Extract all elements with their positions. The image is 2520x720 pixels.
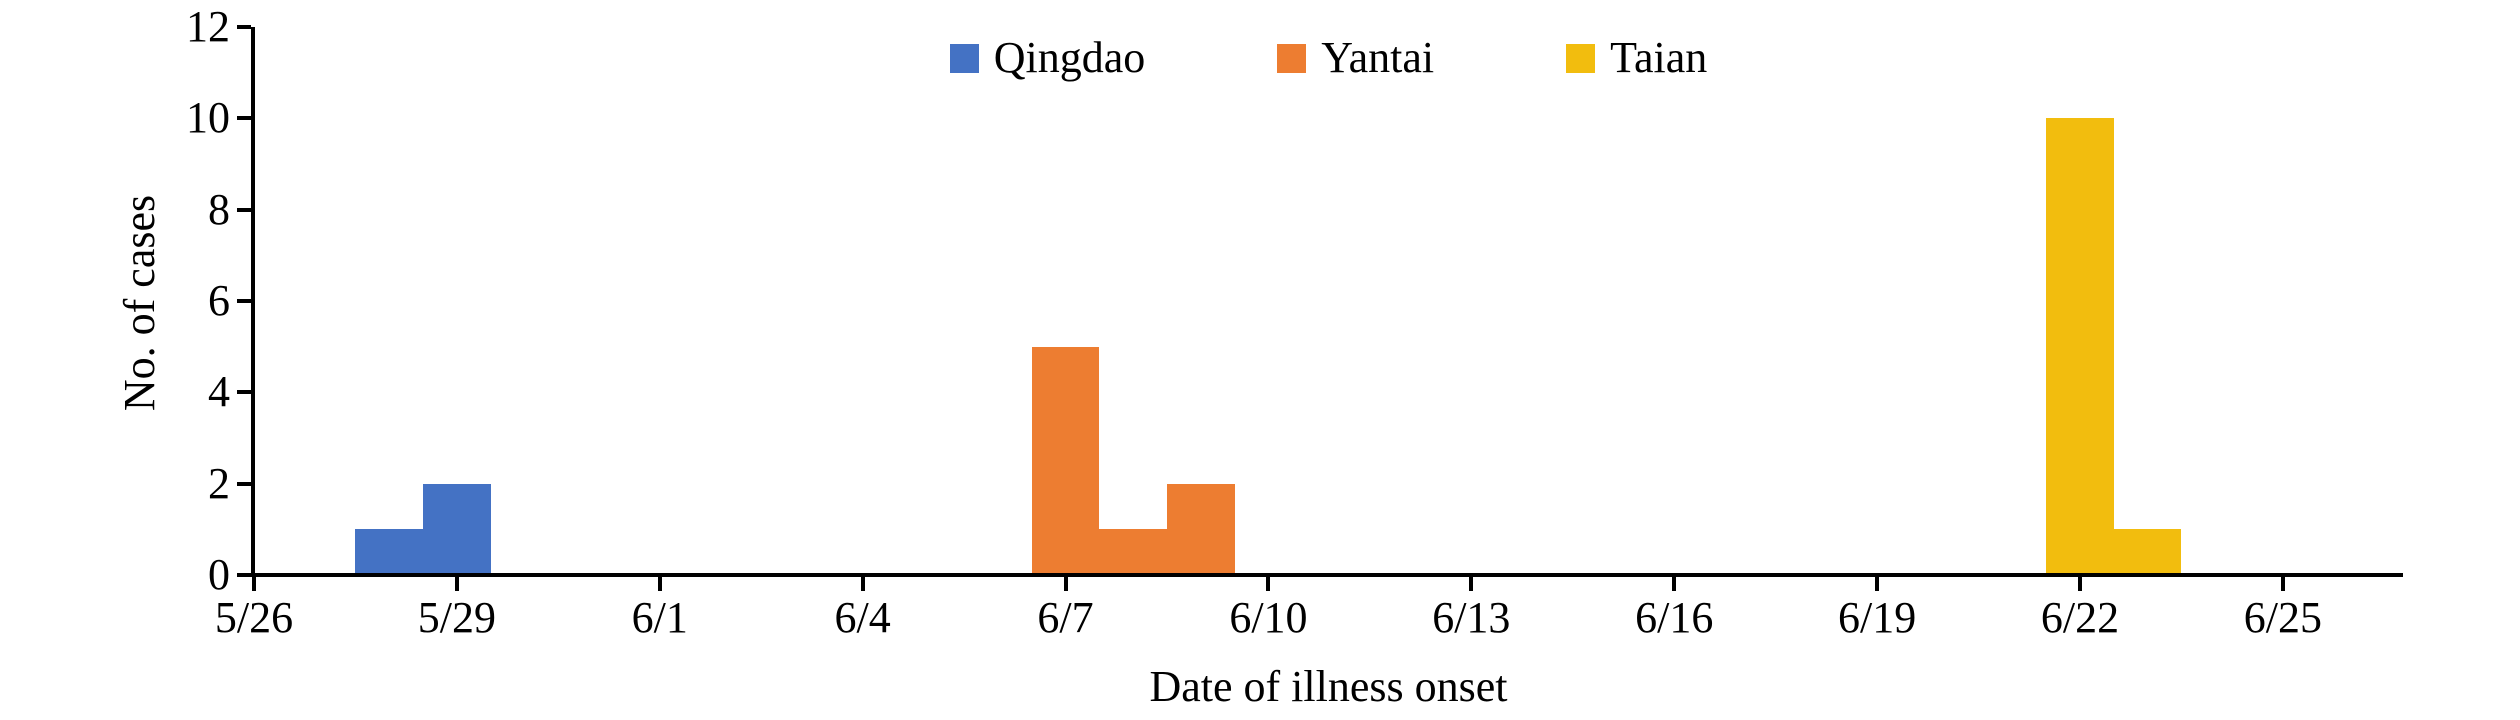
y-tick-10 [237,116,251,121]
legend-label: Yantai [1321,33,1435,82]
x-axis-line [251,573,2403,577]
y-tick-4 [237,390,251,395]
y-tick-label-12: 12 [186,2,230,51]
bar-qingdao-5-29 [423,483,491,575]
bar-qingdao-5-28 [355,529,424,575]
legend-swatch-icon [949,43,979,73]
y-tick-0 [237,573,251,577]
x-tick-label-6-10: 6/10 [1229,593,1308,642]
legend-item-qingdao: Qingdao [949,32,1146,84]
x-tick-label-6-7: 6/7 [1037,593,1094,642]
legend-swatch-icon [1277,43,1307,73]
bar-yantai-6-7 [1031,346,1100,575]
x-tick-label-6-1: 6/1 [631,593,688,642]
x-tick-label-6-22: 6/22 [2040,593,2120,642]
bar-taian-6-22 [2046,118,2114,575]
x-tick-5-26 [252,577,256,591]
y-tick-label-10: 10 [186,93,230,143]
y-axis-title: No. of cases [115,194,164,412]
y-tick-label-8: 8 [208,184,230,234]
y-axis-line [251,27,255,577]
y-tick-label-0: 0 [208,550,230,599]
x-axis-title: Date of illness onset [1149,662,1508,711]
x-tick-label-6-19: 6/19 [1837,593,1917,642]
x-tick-label-6-25: 6/25 [2243,593,2322,642]
x-tick-6-22 [2078,577,2082,591]
bar-yantai-6-9 [1167,483,1235,575]
x-tick-5-29 [454,577,459,591]
legend-label: Taian [1610,33,1708,82]
x-tick-label-5-26: 5/26 [214,593,294,642]
x-tick-6-1 [657,577,662,591]
y-tick-label-2: 2 [208,458,230,508]
x-tick-6-16 [1672,577,1677,591]
x-tick-6-13 [1469,577,1474,591]
y-tick-label-4: 4 [208,367,230,417]
legend-swatch-icon [1566,43,1596,73]
x-tick-6-19 [1875,577,1880,591]
legend-item-taian: Taian [1566,32,1707,84]
x-tick-6-10 [1266,577,1271,591]
y-tick-12 [237,25,251,29]
legend-item-yantai: Yantai [1277,32,1434,84]
x-tick-label-6-13: 6/13 [1432,593,1511,642]
y-tick-2 [237,481,251,486]
y-tick-label-6: 6 [208,276,230,325]
y-tick-8 [237,207,251,212]
x-tick-6-7 [1063,577,1068,591]
x-tick-label-5-29: 5/29 [417,593,496,642]
legend: Qingdao Yantai Taian [254,32,2403,84]
bar-taian-6-23 [2113,529,2182,575]
y-tick-6 [237,299,251,303]
legend-label: Qingdao [993,33,1146,82]
x-tick-label-6-16: 6/16 [1635,593,1714,642]
x-tick-6-25 [2280,577,2285,591]
x-tick-6-4 [860,577,865,591]
x-tick-label-6-4: 6/4 [834,593,891,642]
bar-yantai-6-8 [1099,529,1167,575]
